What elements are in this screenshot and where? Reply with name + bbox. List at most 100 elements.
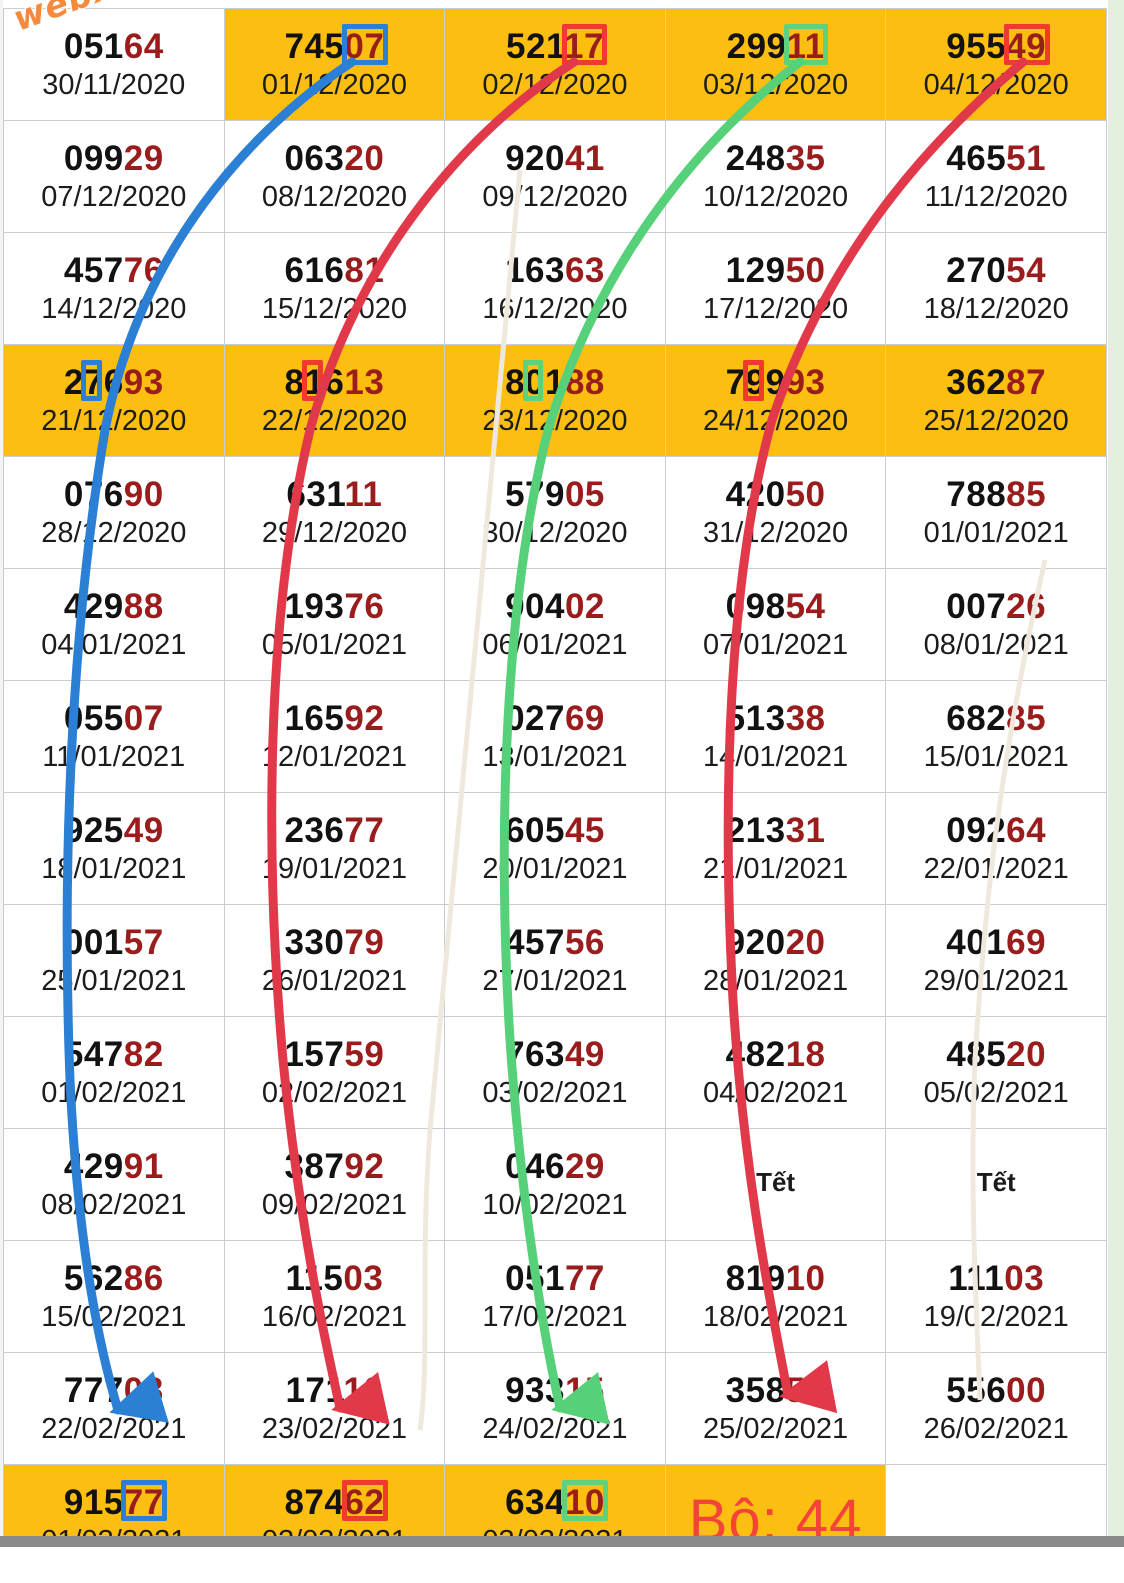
result-number-head: 236 (284, 811, 345, 851)
holiday-cell[interactable]: Tết (885, 1128, 1107, 1241)
result-number-head: 819 (725, 1259, 786, 1299)
result-cell[interactable]: 68285 15/01/2021 (885, 680, 1107, 793)
result-cell[interactable]: 05164 30/11/2020 (3, 8, 225, 121)
result-cell[interactable]: 81613 22/12/2020 (223, 344, 446, 457)
result-number-tail: 20 (785, 923, 826, 963)
result-number-tail: 62 (344, 1483, 385, 1523)
result-date: 14/12/2020 (41, 292, 187, 325)
result-cell[interactable]: 02769 13/01/2021 (444, 680, 666, 793)
result-cell[interactable]: 07690 28/12/2020 (3, 456, 225, 569)
result-cell[interactable]: 23677 19/01/2021 (223, 792, 446, 905)
result-cell[interactable]: 06320 08/12/2020 (223, 120, 446, 233)
result-cell[interactable]: 95549 04/12/2020 (885, 8, 1107, 121)
result-number: 19376 (225, 589, 445, 625)
result-number-tail: 85 (1006, 699, 1047, 739)
result-number: 16363 (445, 253, 665, 289)
result-cell[interactable]: 04629 10/02/2021 (444, 1128, 666, 1241)
result-number-head: 457 (505, 923, 565, 963)
result-number-tail: 90 (123, 475, 164, 515)
result-cell[interactable]: 12950 17/12/2020 (664, 232, 887, 345)
result-number: 92020 (666, 925, 886, 961)
result-cell[interactable]: 79993 24/12/2020 (664, 344, 887, 457)
result-cell[interactable]: 24835 10/12/2020 (664, 120, 887, 233)
result-cell[interactable]: 21331 21/01/2021 (664, 792, 887, 905)
result-cell[interactable]: 93315 24/02/2021 (444, 1352, 666, 1465)
result-cell[interactable]: 19376 05/01/2021 (223, 568, 446, 681)
result-cell[interactable]: 35855 25/02/2021 (664, 1352, 887, 1465)
result-cell[interactable]: 92041 09/12/2020 (444, 120, 666, 233)
result-number-tail: 59 (344, 1035, 385, 1075)
table-body: 05164 30/11/2020 74507 01/12/2020 52117 02/12… (3, 8, 1107, 1577)
result-cell[interactable]: 78885 01/01/2021 (885, 456, 1107, 569)
result-cell[interactable]: 63111 29/12/2020 (223, 456, 446, 569)
result-number: 33079 (225, 925, 445, 961)
result-cell[interactable]: 16592 12/01/2021 (223, 680, 446, 793)
result-number: 05164 (4, 29, 224, 65)
result-cell[interactable]: 51338 14/01/2021 (664, 680, 887, 793)
result-cell[interactable]: 80188 23/12/2020 (444, 344, 666, 457)
table-row: 45776 14/12/2020 61681 15/12/2020 16363 16/12… (3, 232, 1107, 345)
result-number: 74507 (225, 29, 445, 65)
result-number-head: 920 (725, 923, 786, 963)
result-cell[interactable]: 09854 07/01/2021 (664, 568, 887, 681)
result-date: 10/12/2020 (703, 180, 849, 213)
result-cell[interactable]: 54782 01/02/2021 (3, 1016, 225, 1129)
result-cell[interactable]: 40169 29/01/2021 (885, 904, 1107, 1017)
result-cell[interactable]: 77708 22/02/2021 (3, 1352, 225, 1465)
result-cell[interactable]: 00157 25/01/2021 (3, 904, 225, 1017)
result-cell[interactable]: 00726 08/01/2021 (885, 568, 1107, 681)
result-date: 20/01/2021 (482, 852, 628, 885)
result-date: 17/12/2020 (703, 292, 849, 325)
result-number: 95549 (886, 29, 1106, 65)
table-row: 42988 04/01/2021 19376 05/01/2021 90402 06/01… (3, 568, 1107, 681)
result-cell[interactable]: 52117 02/12/2020 (444, 8, 666, 121)
result-cell[interactable]: 76349 03/02/2021 (444, 1016, 666, 1129)
result-cell[interactable]: 81910 18/02/2021 (664, 1240, 887, 1353)
result-cell[interactable]: 09929 07/12/2020 (3, 120, 225, 233)
result-number: 79993 (666, 365, 886, 401)
result-date: 06/01/2021 (482, 628, 628, 661)
result-cell[interactable]: 42988 04/01/2021 (3, 568, 225, 681)
result-cell[interactable]: 55600 26/02/2021 (885, 1352, 1107, 1465)
result-cell[interactable]: 90402 06/01/2021 (444, 568, 666, 681)
result-cell[interactable]: 57905 30/12/2020 (444, 456, 666, 569)
result-date: 18/12/2020 (923, 292, 1069, 325)
table-row: 07690 28/12/2020 63111 29/12/2020 57905 30/12… (3, 456, 1107, 569)
result-number-tail: 69 (564, 699, 605, 739)
result-number-head: 521 (506, 27, 564, 67)
result-cell[interactable]: 16363 16/12/2020 (444, 232, 666, 345)
result-date: 10/02/2021 (482, 1188, 628, 1221)
result-cell[interactable]: 60545 20/01/2021 (444, 792, 666, 905)
holiday-cell[interactable]: Tết (664, 1128, 887, 1241)
result-cell[interactable]: 61681 15/12/2020 (223, 232, 446, 345)
result-cell[interactable]: 48520 05/02/2021 (885, 1016, 1107, 1129)
result-cell[interactable]: 46551 11/12/2020 (885, 120, 1107, 233)
result-cell[interactable]: 42991 08/02/2021 (3, 1128, 225, 1241)
result-cell[interactable]: 48218 04/02/2021 (664, 1016, 887, 1129)
result-cell[interactable]: 36287 25/12/2020 (885, 344, 1107, 457)
result-cell[interactable]: 11103 19/02/2021 (885, 1240, 1107, 1353)
result-cell[interactable]: 92020 28/01/2021 (664, 904, 887, 1017)
result-cell[interactable]: 92549 18/01/2021 (3, 792, 225, 905)
result-cell[interactable]: 27693 21/12/2020 (3, 344, 225, 457)
result-cell[interactable]: 05177 17/02/2021 (444, 1240, 666, 1353)
result-cell[interactable]: 17110 23/02/2021 (223, 1352, 446, 1465)
result-number-tail: 35 (785, 139, 826, 179)
result-number: 54782 (4, 1037, 224, 1073)
result-cell[interactable]: 11503 16/02/2021 (223, 1240, 446, 1353)
result-cell[interactable]: 29911 03/12/2020 (664, 8, 887, 121)
result-cell[interactable]: 45756 27/01/2021 (444, 904, 666, 1017)
result-cell[interactable]: 15759 02/02/2021 (223, 1016, 446, 1129)
result-cell[interactable]: 74507 01/12/2020 (223, 8, 446, 121)
result-cell[interactable]: 27054 18/12/2020 (885, 232, 1107, 345)
result-cell[interactable]: 05507 11/01/2021 (3, 680, 225, 793)
result-number-tail: 26 (1006, 587, 1047, 627)
result-cell[interactable]: 09264 22/01/2021 (885, 792, 1107, 905)
result-cell[interactable]: 56286 15/02/2021 (3, 1240, 225, 1353)
result-cell[interactable]: 45776 14/12/2020 (3, 232, 225, 345)
result-cell[interactable]: 33079 26/01/2021 (223, 904, 446, 1017)
result-number-tail: 92 (344, 1147, 385, 1187)
result-cell[interactable]: 38792 09/02/2021 (223, 1128, 446, 1241)
result-cell[interactable]: 42050 31/12/2020 (664, 456, 887, 569)
result-number: 87462 (225, 1485, 445, 1521)
